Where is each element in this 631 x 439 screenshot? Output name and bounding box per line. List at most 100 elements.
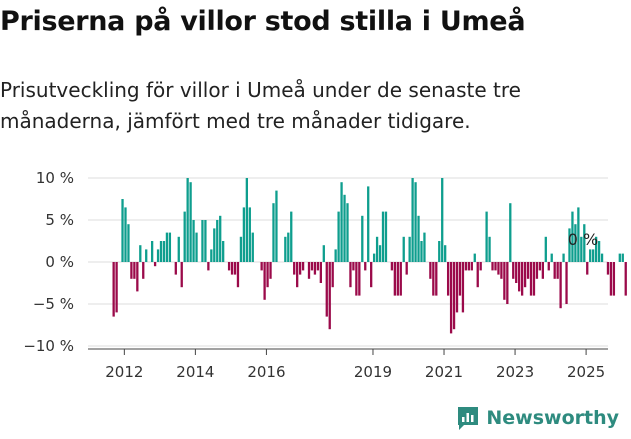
bar: [112, 262, 115, 317]
bar: [405, 262, 408, 275]
bar: [423, 232, 426, 262]
bar: [384, 211, 388, 262]
bar: [361, 215, 364, 262]
bar: [287, 232, 290, 262]
bar: [612, 262, 616, 296]
bar: [473, 253, 476, 262]
bar: [150, 241, 154, 262]
bar: [355, 262, 358, 296]
brand-name: Newsworthy: [486, 407, 619, 429]
bar: [488, 236, 491, 262]
bar: [180, 262, 183, 288]
bar: [491, 262, 494, 271]
bar: [565, 262, 568, 304]
bar: [352, 262, 355, 271]
bar: [476, 262, 479, 288]
bar: [414, 182, 417, 262]
bar: [441, 178, 444, 262]
bar: [343, 194, 346, 262]
bar: [470, 262, 473, 271]
bar: [275, 190, 278, 262]
bar: [139, 245, 142, 262]
bar: [334, 249, 337, 262]
bar: [204, 220, 207, 262]
bar: [115, 262, 118, 313]
newsworthy-logo[interactable]: Newsworthy: [456, 405, 619, 431]
bar: [242, 207, 246, 262]
bar: [393, 262, 396, 296]
bar: [337, 211, 340, 262]
bar: [219, 215, 222, 262]
bar: [349, 262, 352, 288]
bar: [121, 199, 124, 262]
y-tick-label: 5 %: [45, 211, 74, 229]
bar: [518, 262, 521, 292]
bar: [509, 203, 512, 262]
bar: [133, 262, 136, 279]
bar: [458, 262, 462, 296]
bar: [529, 262, 533, 296]
bar: [621, 253, 624, 262]
bar: [461, 262, 465, 313]
bar: [316, 262, 320, 271]
bar: [411, 178, 414, 262]
x-tick-label: 2012: [105, 363, 143, 381]
bar: [136, 262, 139, 292]
bar: [364, 262, 367, 271]
bar: [189, 182, 192, 262]
bar: [301, 262, 305, 271]
bar: [174, 262, 177, 275]
bar: [515, 262, 518, 283]
bar: [571, 211, 574, 262]
bar: [328, 262, 331, 330]
bar: [485, 211, 488, 262]
bar: [331, 262, 334, 288]
bar: [535, 262, 539, 279]
bar: [396, 262, 399, 296]
bar: [606, 262, 610, 275]
bar: [177, 236, 180, 262]
bar: [594, 236, 598, 262]
bar: [269, 262, 272, 279]
bar: [153, 262, 157, 267]
y-tick-label: 0 %: [45, 253, 74, 271]
bar: [444, 245, 447, 262]
bar: [523, 262, 527, 288]
bar: [183, 211, 186, 262]
bar: [503, 262, 506, 300]
bar: [541, 262, 544, 279]
bar: [420, 241, 423, 262]
bar: [538, 262, 542, 271]
bar: [186, 178, 189, 262]
bar: [195, 232, 198, 262]
bar: [452, 262, 456, 330]
bar: [547, 262, 550, 271]
bar: [449, 262, 453, 334]
bar: [455, 262, 459, 313]
bar: [574, 224, 577, 262]
bar: [512, 262, 515, 279]
chart-title: Priserna på villor stod stilla i Umeå: [0, 6, 526, 37]
bar: [130, 262, 133, 279]
bar: [562, 253, 565, 262]
bar: [293, 262, 296, 275]
bar: [378, 245, 382, 262]
bar: [417, 215, 420, 262]
x-tick-label: 2021: [425, 363, 463, 381]
bar: [216, 220, 219, 262]
bar: [298, 262, 302, 275]
bar: [251, 232, 254, 262]
bar: [310, 262, 314, 271]
bar: [568, 228, 571, 262]
bar: [346, 203, 349, 262]
bar: [222, 241, 225, 262]
bar: [213, 228, 216, 262]
y-tick-label: −5 %: [33, 295, 74, 313]
bar: [124, 207, 127, 262]
bar: [497, 262, 500, 275]
bar: [559, 262, 562, 309]
bar: [142, 262, 145, 279]
bar: [325, 262, 328, 317]
bar: [438, 241, 441, 262]
